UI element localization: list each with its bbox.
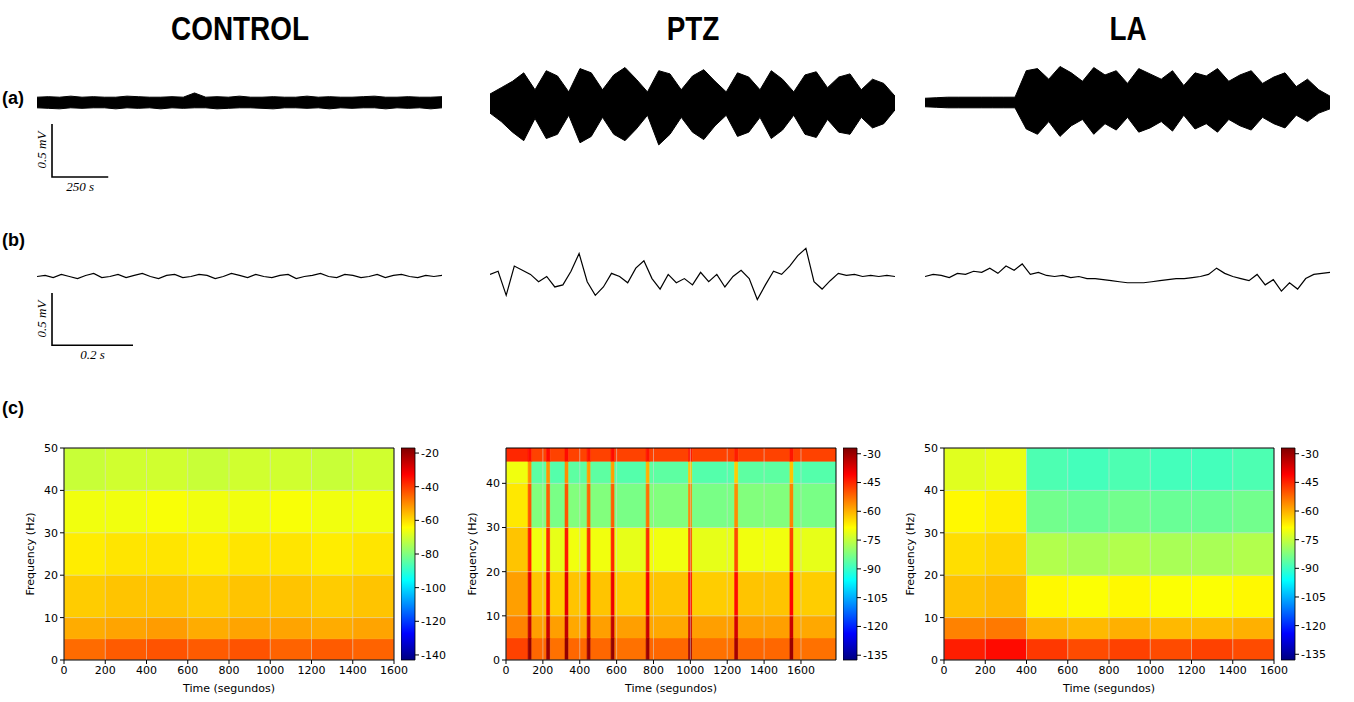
svg-text:Frequency (Hz): Frequency (Hz) (904, 513, 917, 596)
svg-text:800: 800 (643, 664, 664, 677)
svg-text:-135: -135 (863, 649, 888, 662)
svg-text:20: 20 (44, 569, 58, 582)
html-text:0.5 mV: 0.5 mV (34, 132, 49, 169)
svg-text:600: 600 (606, 664, 627, 677)
svg-text:-120: -120 (863, 620, 888, 633)
svg-text:1000: 1000 (1136, 664, 1164, 677)
svg-text:Frequency (Hz): Frequency (Hz) (466, 513, 479, 596)
svg-text:-100: -100 (421, 582, 446, 595)
html-text:LA: LA (1108, 9, 1147, 47)
svg-text:20: 20 (924, 569, 938, 582)
svg-text:-105: -105 (1301, 591, 1326, 604)
svg-text:0: 0 (941, 664, 948, 677)
svg-text:-135: -135 (1301, 648, 1326, 661)
html-text:(b): (b) (2, 230, 25, 250)
svg-text:1000: 1000 (676, 664, 704, 677)
svg-text:600: 600 (177, 664, 198, 677)
svg-text:-90: -90 (1301, 562, 1319, 575)
svg-text:10: 10 (486, 610, 500, 623)
svg-text:1400: 1400 (339, 664, 367, 677)
svg-text:1200: 1200 (1178, 664, 1206, 677)
svg-text:50: 50 (924, 442, 938, 455)
svg-text:-75: -75 (1301, 534, 1319, 547)
svg-text:10: 10 (924, 612, 938, 625)
svg-text:0: 0 (931, 654, 938, 667)
svg-text:30: 30 (486, 521, 500, 534)
svg-text:30: 30 (924, 527, 938, 540)
svg-text:-60: -60 (421, 514, 439, 527)
svg-text:800: 800 (219, 664, 240, 677)
svg-text:-40: -40 (421, 481, 439, 494)
svg-text:-30: -30 (1301, 448, 1319, 461)
svg-text:-45: -45 (1301, 476, 1319, 489)
svg-text:0: 0 (51, 654, 58, 667)
svg-text:0: 0 (503, 664, 510, 677)
svg-text:-105: -105 (863, 592, 888, 605)
svg-text:40: 40 (924, 484, 938, 497)
svg-text:-120: -120 (421, 615, 446, 628)
svg-text:200: 200 (975, 664, 996, 677)
svg-text:1000: 1000 (256, 664, 284, 677)
svg-text:10: 10 (44, 612, 58, 625)
svg-text:-120: -120 (1301, 620, 1326, 633)
html-text:(c): (c) (2, 398, 24, 418)
svg-text:-140: -140 (421, 649, 446, 662)
svg-text:1200: 1200 (713, 664, 741, 677)
svg-text:Time (segundos): Time (segundos) (1062, 682, 1155, 694)
svg-text:800: 800 (1099, 664, 1120, 677)
svg-text:-60: -60 (863, 505, 881, 518)
svg-text:Time (segundos): Time (segundos) (182, 682, 275, 694)
svg-text:1600: 1600 (380, 664, 408, 677)
svg-text:400: 400 (1016, 664, 1037, 677)
svg-text:200: 200 (95, 664, 116, 677)
svg-text:600: 600 (1057, 664, 1078, 677)
svg-text:1600: 1600 (1260, 664, 1288, 677)
svg-text:-75: -75 (863, 534, 881, 547)
svg-text:30: 30 (44, 527, 58, 540)
svg-text:20: 20 (486, 566, 500, 579)
svg-text:50: 50 (44, 442, 58, 455)
svg-text:-45: -45 (863, 476, 881, 489)
svg-text:Frequency (Hz): Frequency (Hz) (24, 513, 37, 596)
html-text:0.2 s: 0.2 s (80, 347, 105, 363)
svg-text:1200: 1200 (298, 664, 326, 677)
svg-text:400: 400 (569, 664, 590, 677)
svg-text:-60: -60 (1301, 505, 1319, 518)
svg-text:Time (segundos): Time (segundos) (624, 682, 717, 694)
svg-text:200: 200 (532, 664, 553, 677)
html-text:250 s: 250 s (66, 179, 94, 194)
svg-text:0: 0 (61, 664, 68, 677)
html-text:0.5 mV: 0.5 mV (34, 300, 49, 338)
svg-text:-30: -30 (863, 448, 881, 461)
svg-text:40: 40 (486, 477, 500, 490)
html-text:CONTROL: CONTROL (170, 9, 309, 47)
svg-text:0: 0 (493, 654, 500, 667)
html-text:PTZ: PTZ (666, 9, 719, 47)
svg-text:40: 40 (44, 484, 58, 497)
html-text:(a): (a) (2, 88, 24, 108)
svg-text:1400: 1400 (1219, 664, 1247, 677)
svg-text:-90: -90 (863, 563, 881, 576)
svg-text:1400: 1400 (750, 664, 778, 677)
svg-text:-20: -20 (421, 447, 439, 460)
svg-text:1600: 1600 (787, 664, 815, 677)
svg-text:-80: -80 (421, 548, 439, 561)
svg-text:400: 400 (136, 664, 157, 677)
